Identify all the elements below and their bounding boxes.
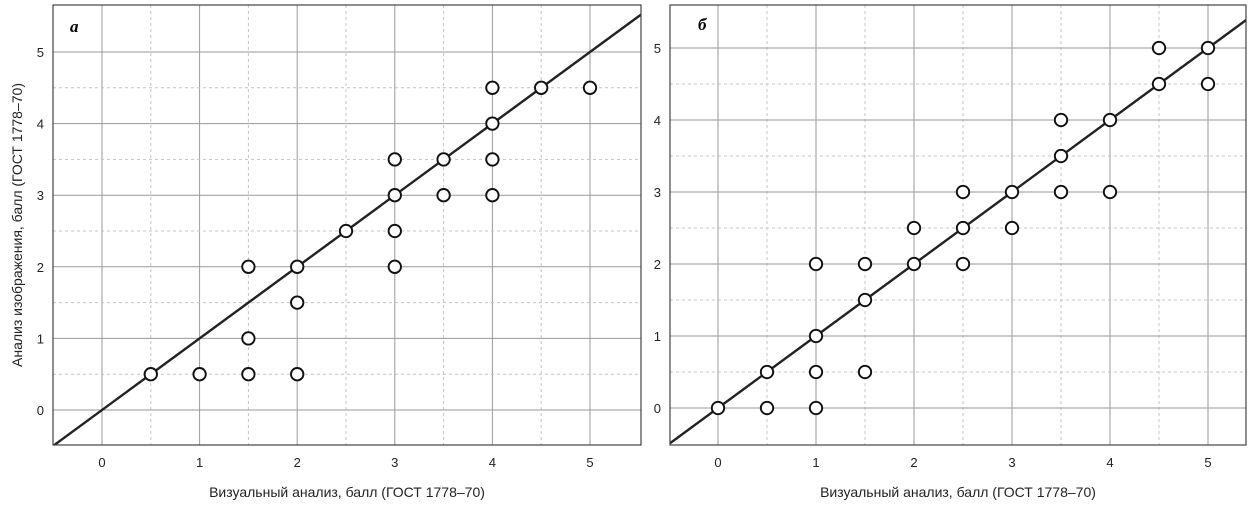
plot-frame (52, 4, 642, 446)
data-point (485, 188, 500, 203)
plot-frame (669, 4, 1247, 446)
data-point (857, 292, 873, 308)
data-point (808, 364, 824, 380)
chart-panel-1: а 0 1 2 3 4 5 0 1 2 3 4 5 Визуальный анализ, балл (ГО… (9, 4, 642, 500)
data-point (485, 152, 500, 167)
y-tick-label: 0 (37, 403, 44, 418)
data-point (808, 256, 824, 272)
data-point (1053, 184, 1069, 200)
data-point (1102, 184, 1118, 200)
data-point (387, 223, 402, 239)
y-axis-label: Анализ изображения, балл (ГОСТ 1778–70) (9, 83, 25, 367)
data-point (241, 331, 256, 346)
x-axis-label: Визуальный анализ, балл (ГОСТ 1778–70) (209, 484, 485, 500)
data-point (338, 223, 354, 239)
data-point (1151, 76, 1167, 92)
x-tick-label: 0 (98, 455, 105, 470)
x-tick-label: 0 (714, 455, 721, 470)
data-point (1151, 40, 1167, 56)
data-point (710, 400, 726, 416)
data-point (387, 259, 402, 274)
data-point (290, 259, 305, 274)
x-tick-label: 1 (196, 455, 203, 470)
x-tick-label: 1 (812, 455, 819, 470)
data-point (387, 188, 402, 203)
x-tick-label: 4 (1106, 455, 1113, 470)
x-tick-label: 2 (294, 455, 301, 470)
x-tick-label: 5 (1204, 455, 1211, 470)
y-tick-label: 5 (37, 45, 44, 60)
y-tick-label: 0 (654, 401, 661, 416)
data-point (290, 367, 305, 382)
data-point (1102, 112, 1118, 128)
data-point (857, 256, 873, 272)
data-point (1004, 220, 1020, 236)
panel-label: б (698, 15, 708, 34)
x-tick-label: 2 (910, 455, 917, 470)
panel-label: а (70, 17, 79, 36)
y-tick-label: 3 (654, 185, 661, 200)
data-point (485, 116, 500, 131)
data-point (241, 367, 256, 382)
data-point (436, 188, 451, 203)
y-tick-label: 4 (37, 117, 44, 132)
data-point (1200, 76, 1216, 92)
x-tick-label: 3 (1008, 455, 1015, 470)
data-point (955, 184, 971, 200)
data-point (143, 367, 158, 382)
data-point (955, 220, 971, 236)
reference-line (670, 18, 1246, 445)
data-point (436, 152, 451, 167)
data-point (759, 400, 775, 416)
data-point (955, 256, 971, 272)
data-point (808, 328, 824, 344)
data-point (1053, 148, 1069, 164)
data-point (857, 364, 873, 380)
data-point (1053, 112, 1069, 128)
plot-area (670, 5, 1246, 445)
data-point (485, 80, 500, 95)
data-point (759, 364, 775, 380)
data-point (808, 400, 824, 416)
x-tick-label: 3 (391, 455, 398, 470)
data-point (1200, 40, 1216, 56)
x-tick-label: 5 (586, 455, 593, 470)
data-point (582, 80, 598, 95)
data-point (906, 220, 922, 236)
y-tick-label: 1 (37, 331, 44, 346)
data-point (906, 256, 922, 272)
y-tick-label: 3 (37, 188, 44, 203)
data-point (387, 152, 402, 167)
data-point (241, 259, 256, 274)
y-tick-label: 5 (654, 41, 661, 56)
data-point (192, 367, 207, 382)
data-point (1004, 184, 1020, 200)
y-tick-label: 2 (37, 260, 44, 275)
data-point (290, 295, 305, 310)
chart-panel-2: б 0 1 2 3 4 5 0 1 2 3 4 5 Визуальный анализ, балл (ГО… (654, 4, 1247, 500)
reference-line (53, 13, 641, 445)
x-tick-label: 4 (489, 455, 496, 470)
x-axis-label: Визуальный анализ, балл (ГОСТ 1778–70) (820, 484, 1096, 500)
y-tick-label: 4 (654, 113, 661, 128)
data-point (534, 80, 549, 95)
plot-area (53, 5, 641, 445)
y-tick-label: 1 (654, 329, 661, 344)
y-tick-label: 2 (654, 257, 661, 272)
